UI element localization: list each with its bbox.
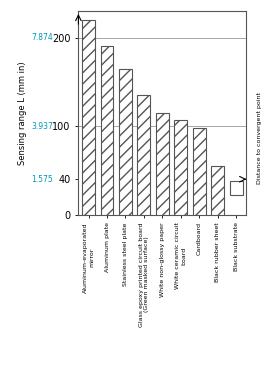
Text: 3.937: 3.937 [32, 122, 53, 131]
Bar [101, 47, 113, 215]
Bar [211, 166, 224, 215]
Text: Distance to convergent point: Distance to convergent point [257, 92, 262, 184]
Bar [230, 181, 243, 195]
Bar [193, 128, 206, 215]
Text: 1.575: 1.575 [32, 175, 53, 184]
Y-axis label: Sensing range L (mm in): Sensing range L (mm in) [18, 61, 27, 165]
Bar [119, 68, 132, 215]
Bar [156, 113, 169, 215]
Bar [137, 95, 150, 215]
Text: 7.874: 7.874 [32, 33, 53, 42]
Bar [82, 20, 95, 215]
Bar [174, 120, 187, 215]
